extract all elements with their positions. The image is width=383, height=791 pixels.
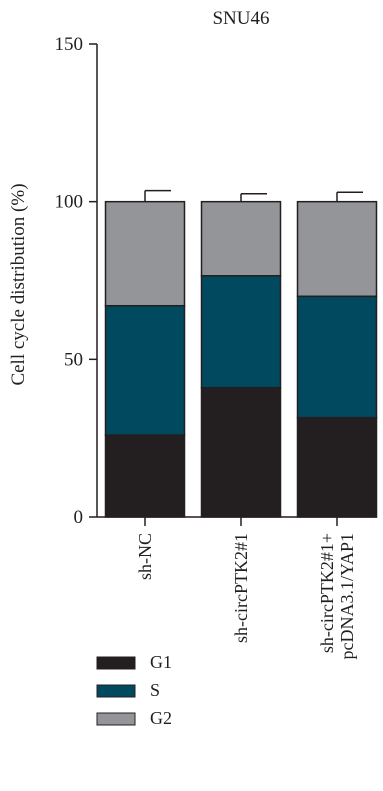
y-tick-label: 50 [64,349,83,370]
y-tick-label: 0 [74,507,84,528]
bar-segment-s [200,275,282,389]
chart-title: SNU46 [212,8,269,29]
bar-segment-g1 [296,416,378,518]
x-category-label: sh-circPTK2#1 [231,533,251,643]
bar-segment-g2 [296,200,378,298]
bar-segment-g2 [104,200,186,307]
y-tick-label: 100 [55,192,84,213]
legend-swatch-g1 [96,656,136,670]
bar-segment-s [104,304,186,436]
bar-segment-g1 [200,386,282,518]
legend-label-g1: G1 [150,652,172,672]
legend-label-s: S [150,680,160,700]
legend-swatch-s [96,684,136,698]
bar-segment-s [296,295,378,419]
x-category-label: pcDNA3.1/YAP1 [337,533,357,660]
y-axis-label: Cell cycle distribution (%) [8,183,29,385]
y-tick-label: 150 [55,34,84,55]
legend-label-g2: G2 [150,708,172,728]
bar-segment-g1 [104,434,186,518]
x-category-label: sh-circPTK2#1+ [317,533,337,653]
legend-swatch-g2 [96,712,136,726]
bar-segment-g2 [200,200,282,277]
x-category-label: sh-NC [135,533,155,580]
